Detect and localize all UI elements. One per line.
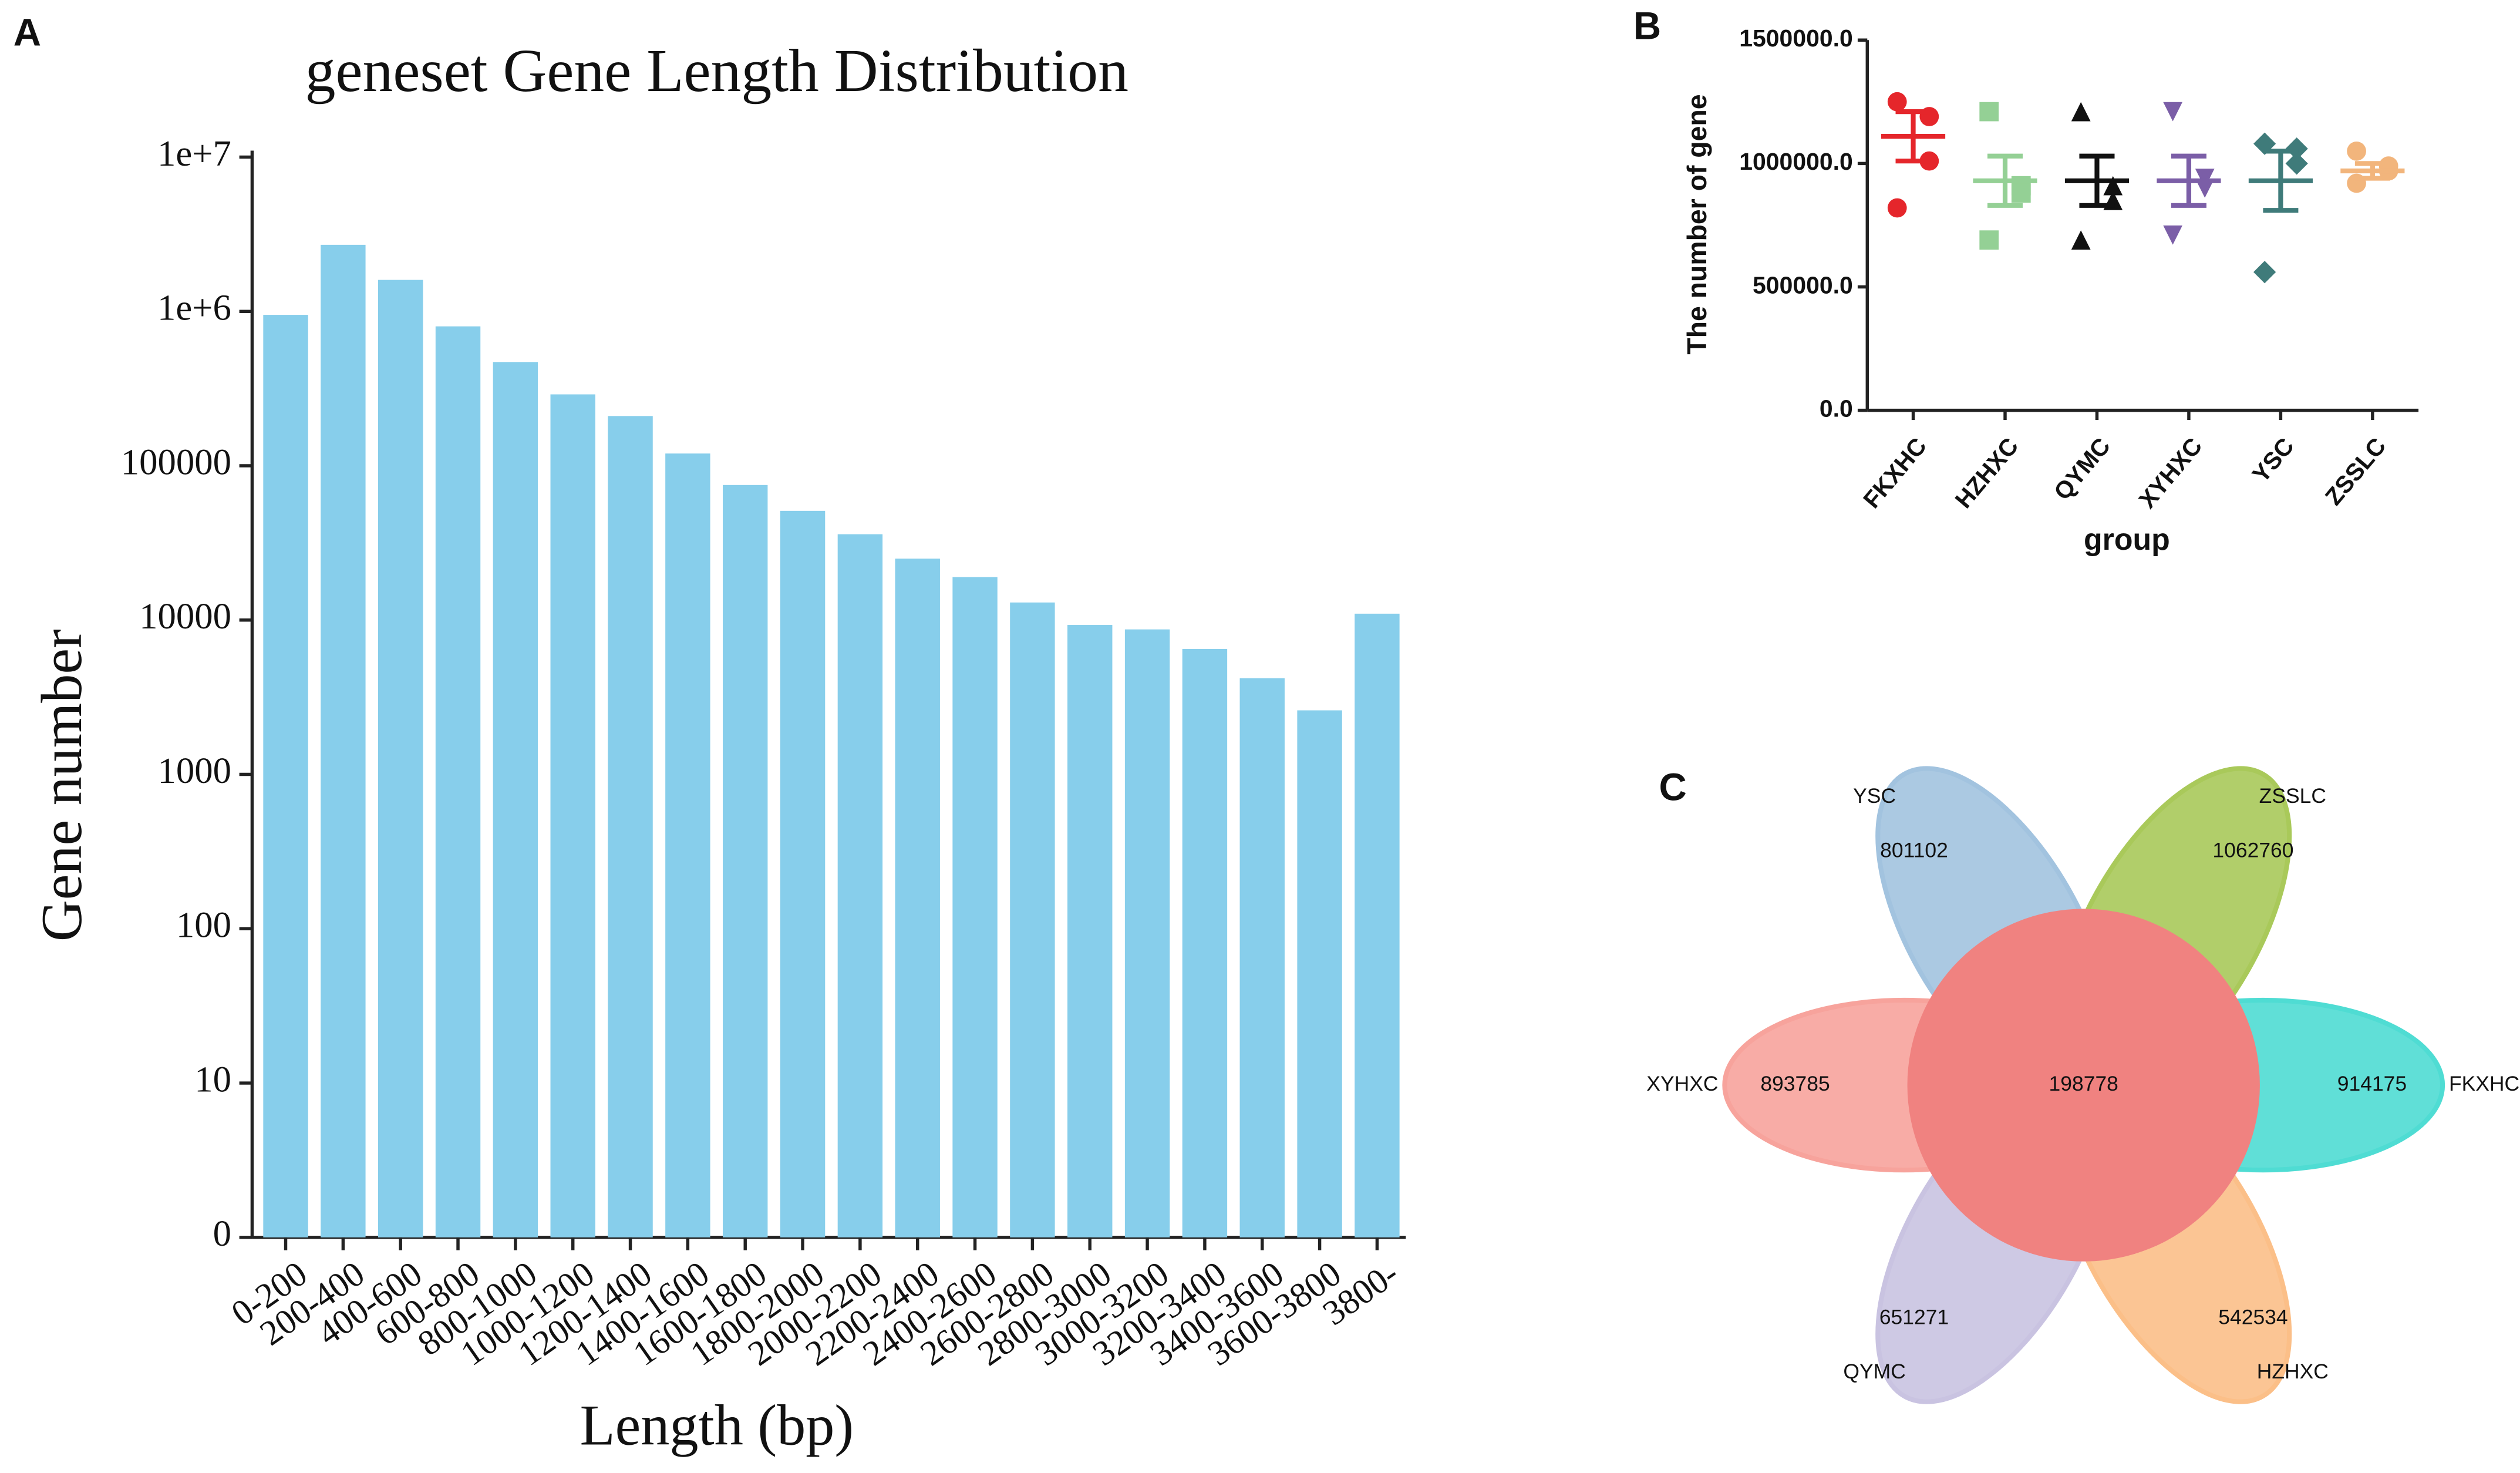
bar [550, 394, 595, 1237]
point [2163, 102, 2183, 122]
x-tick-label: QYMC [2049, 432, 2115, 505]
petal-value: 542534 [2218, 1305, 2287, 1329]
point [2195, 179, 2215, 198]
bar [895, 559, 940, 1237]
x-tick-label: HZHXC [1950, 432, 2024, 513]
point [1887, 198, 1907, 218]
set-name: FKXHC [2449, 1072, 2519, 1095]
panel-label: C [1659, 766, 1687, 809]
set-name: XYHXC [1646, 1072, 1718, 1095]
bar [321, 244, 366, 1237]
bar [493, 362, 538, 1237]
core-value: 198778 [2049, 1072, 2118, 1095]
petal-value: 651271 [1879, 1305, 1949, 1329]
point [2011, 183, 2031, 203]
point [2285, 152, 2308, 175]
petal-value: 914175 [2337, 1072, 2407, 1095]
y-tick-label: 100 [176, 904, 231, 946]
bar [435, 326, 481, 1237]
y-tick-label: 500000.0 [1753, 271, 1853, 298]
bar [1355, 613, 1400, 1237]
point [2253, 261, 2276, 284]
point [2195, 169, 2215, 188]
y-tick-label: 0 [213, 1213, 231, 1254]
y-axis-title: Gene number [30, 629, 94, 941]
point [2285, 137, 2308, 160]
y-tick-label: 100000 [121, 441, 231, 482]
x-axis-title: Length (bp) [580, 1394, 854, 1458]
bar [1239, 678, 1285, 1237]
point [1979, 102, 1999, 122]
bar [378, 280, 423, 1237]
petal-value: 1062760 [2212, 839, 2293, 862]
bar [780, 510, 826, 1237]
point [2347, 141, 2366, 161]
chart-title: geneset Gene Length Distribution [305, 38, 1128, 105]
set-name: QYMC [1843, 1360, 1905, 1383]
x-axis-title: group [2084, 522, 2170, 556]
bar [723, 485, 768, 1237]
bar [1297, 710, 1342, 1237]
y-tick-label: 1000 [157, 750, 231, 791]
point [1887, 92, 1907, 112]
bar [1067, 625, 1113, 1237]
x-tick-label: YSC [2247, 432, 2299, 487]
x-tick-label: XYHXC [2134, 432, 2208, 513]
y-tick-label: 1500000.0 [1739, 25, 1852, 52]
bar [1010, 602, 1055, 1237]
panel-label: B [1633, 4, 1661, 47]
point [2103, 176, 2123, 196]
set-name: YSC [1853, 784, 1896, 808]
x-tick-label: FKXHC [1858, 432, 1932, 513]
petal-value: 801102 [1880, 839, 1948, 862]
y-tick-label: 10000 [139, 596, 231, 637]
y-tick-label: 1e+7 [157, 133, 231, 174]
y-tick-label: 0.0 [1820, 395, 1853, 422]
point [2071, 102, 2091, 122]
point [1979, 230, 1999, 250]
x-tick-label: ZSSLC [2320, 432, 2391, 510]
y-tick-label: 1e+6 [157, 287, 231, 328]
bar [952, 577, 998, 1237]
y-tick-label: 1000000.0 [1739, 148, 1852, 175]
bar [837, 534, 883, 1237]
core [1907, 909, 2260, 1262]
bar [1182, 648, 1228, 1237]
y-axis-title: The number of gene [1682, 94, 1712, 354]
bar [1124, 629, 1170, 1237]
bar [263, 315, 308, 1237]
panel-label: A [14, 11, 41, 53]
bar [665, 453, 710, 1237]
y-tick-label: 10 [194, 1058, 231, 1099]
point [2071, 230, 2091, 250]
set-name: HZHXC [2257, 1360, 2329, 1383]
point [2163, 225, 2183, 245]
petal-value: 893785 [1760, 1072, 1830, 1095]
set-name: ZSSLC [2259, 784, 2326, 808]
bar [608, 416, 653, 1237]
